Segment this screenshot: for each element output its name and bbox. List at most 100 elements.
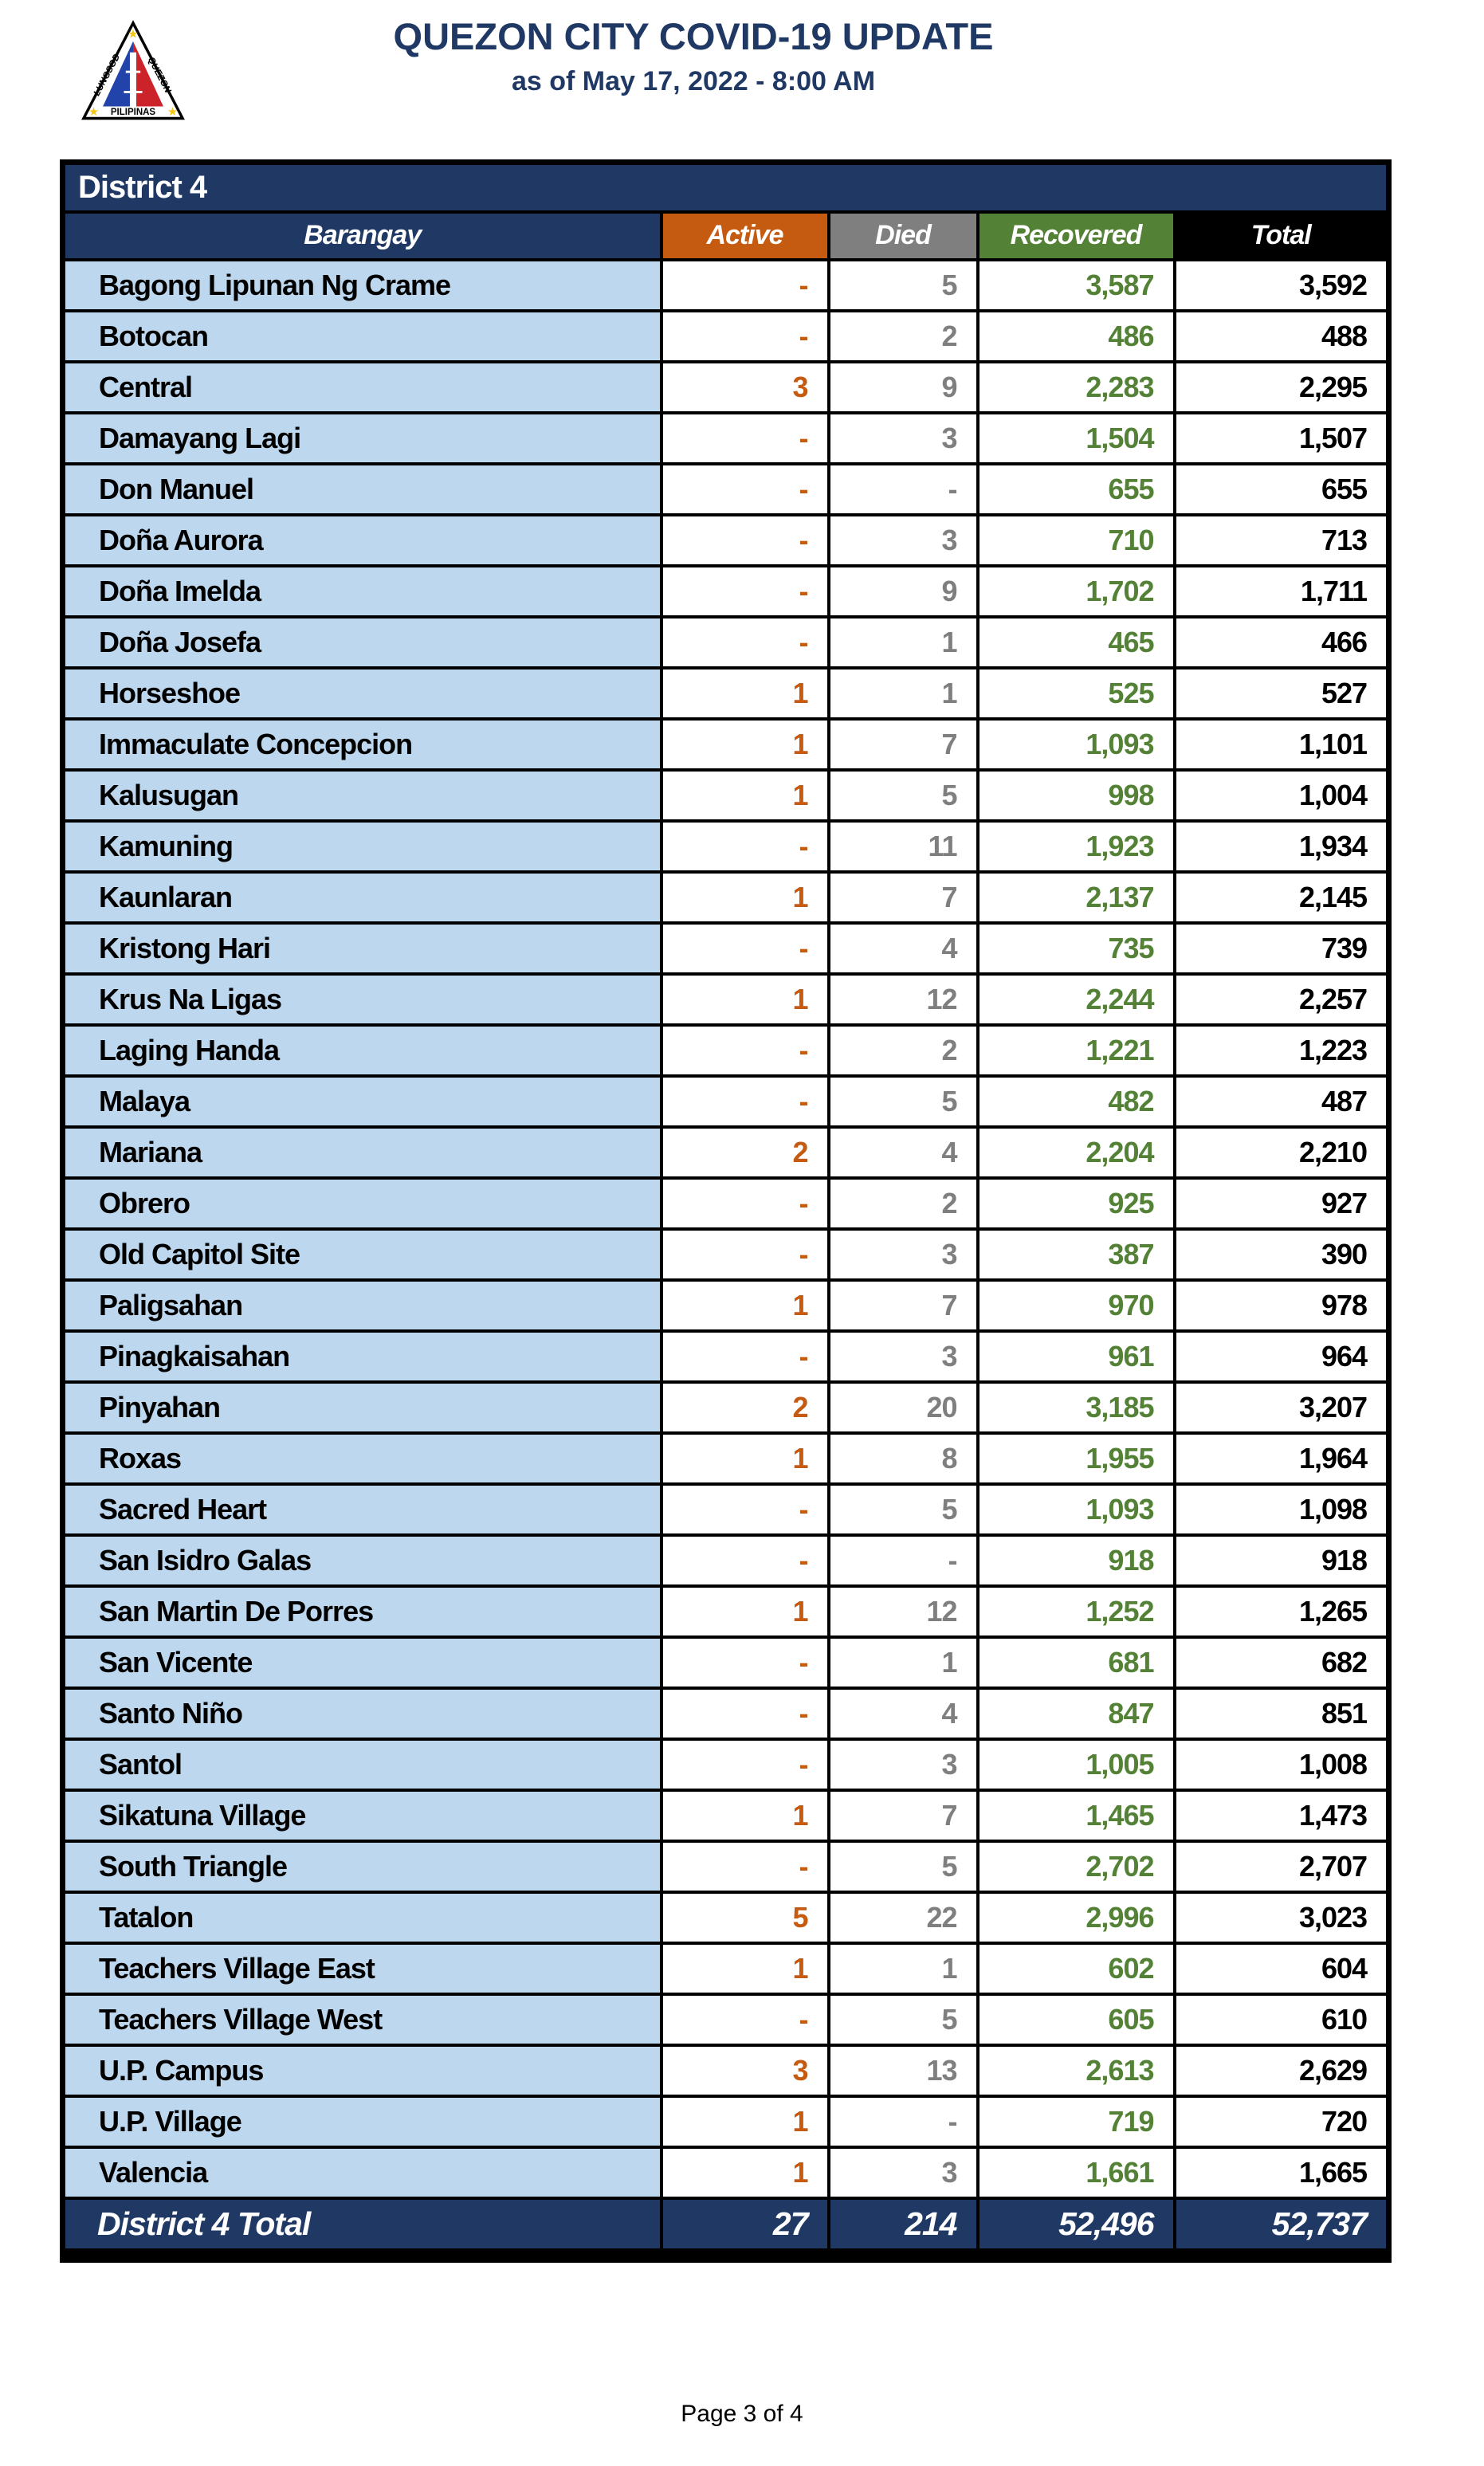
died-cell: -: [826, 461, 980, 516]
active-cell: 1: [659, 2094, 830, 2149]
recovered-cell: 1,955: [976, 1431, 1176, 1486]
active-cell: -: [659, 1737, 830, 1792]
table-body: District 4 Barangay Active Died Recovere…: [61, 160, 1391, 2257]
barangay-cell: Immaculate Concepcion: [61, 717, 663, 772]
recovered-cell: 2,204: [976, 1125, 1176, 1180]
recovered-cell: 655: [976, 461, 1176, 516]
died-cell: 3: [826, 1737, 980, 1792]
barangay-cell: Paligsahan: [61, 1278, 663, 1333]
table-row: Doña Aurora -3 710 713: [61, 512, 1391, 567]
active-cell: 1: [659, 2145, 830, 2200]
died-cell: 3: [826, 1329, 980, 1384]
active-cell: 1: [659, 768, 830, 823]
table-row: Teachers Village West -5 605 610: [61, 1992, 1391, 2047]
column-header-barangay: Barangay: [61, 210, 663, 261]
active-cell: -: [659, 1074, 830, 1129]
star-icon: ★: [128, 27, 138, 41]
died-cell: 2: [826, 1023, 980, 1078]
total-cell: 1,223: [1172, 1023, 1391, 1078]
total-cell: 720: [1172, 2094, 1391, 2149]
active-cell: 1: [659, 666, 830, 721]
died-cell: 4: [826, 1686, 980, 1741]
barangay-cell: Malaya: [61, 1074, 663, 1129]
table-row: Pinyahan 2 20 3,185 3,207: [61, 1380, 1391, 1435]
page-title: QUEZON CITY COVID-19 UPDATE: [393, 15, 994, 57]
active-cell: -: [659, 1227, 830, 1282]
active-cell: 1: [659, 1431, 830, 1486]
active-cell: -: [659, 615, 830, 670]
died-cell: 12: [826, 1584, 980, 1639]
barangay-cell: Doña Aurora: [61, 512, 663, 567]
total-row-active: 27: [659, 2196, 830, 2257]
total-row-label: District 4 Total: [61, 2196, 663, 2257]
died-cell: 2: [826, 1176, 980, 1231]
barangay-cell: Doña Josefa: [61, 615, 663, 670]
recovered-cell: 719: [976, 2094, 1176, 2149]
barangay-cell: Santo Niño: [61, 1686, 663, 1741]
barangay-cell: Roxas: [61, 1431, 663, 1486]
recovered-cell: 1,093: [976, 1482, 1176, 1537]
table-row: Sacred Heart -5 1,093 1,098: [61, 1482, 1391, 1537]
total-cell: 3,207: [1172, 1380, 1391, 1435]
barangay-cell: San Martin De Porres: [61, 1584, 663, 1639]
table-row: Botocan -2 486 488: [61, 308, 1391, 363]
table-row: Damayang Lagi -3 1,504 1,507: [61, 410, 1391, 465]
active-cell: -: [659, 563, 830, 618]
barangay-cell: Don Manuel: [61, 461, 663, 516]
total-cell: 604: [1172, 1941, 1391, 1996]
table-row: Roxas 1 8 1,955 1,964: [61, 1431, 1391, 1486]
total-cell: 1,008: [1172, 1737, 1391, 1792]
column-header-row: Barangay Active Died Recovered Total: [61, 210, 1391, 261]
died-cell: 8: [826, 1431, 980, 1486]
active-cell: 1: [659, 1788, 830, 1843]
died-cell: 5: [826, 768, 980, 823]
died-cell: 5: [826, 1992, 980, 2047]
total-cell: 2,295: [1172, 359, 1391, 414]
table-row: Obrero -2 925 927: [61, 1176, 1391, 1231]
table-row: San Martin De Porres 1 12 1,252 1,265: [61, 1584, 1391, 1639]
table-row: Pinagkaisahan -3 961 964: [61, 1329, 1391, 1384]
active-cell: -: [659, 1482, 830, 1537]
active-cell: 3: [659, 2043, 830, 2098]
died-cell: 3: [826, 1227, 980, 1282]
table-row: U.P. Village 1-719 720: [61, 2094, 1391, 2149]
total-cell: 1,665: [1172, 2145, 1391, 2200]
recovered-cell: 482: [976, 1074, 1176, 1129]
table-row: Santo Niño -4 847 851: [61, 1686, 1391, 1741]
barangay-cell: Mariana: [61, 1125, 663, 1180]
table-row: Don Manuel - -655 655: [61, 461, 1391, 516]
died-cell: 4: [826, 921, 980, 976]
recovered-cell: 3,185: [976, 1380, 1176, 1435]
barangay-cell: Obrero: [61, 1176, 663, 1231]
total-cell: 964: [1172, 1329, 1391, 1384]
report-header: QUEZON CITY COVID-19 UPDATE as of May 17…: [0, 14, 1387, 97]
active-cell: -: [659, 410, 830, 465]
barangay-cell: Botocan: [61, 308, 663, 363]
active-cell: -: [659, 921, 830, 976]
recovered-cell: 525: [976, 666, 1176, 721]
died-cell: 5: [826, 257, 980, 312]
total-cell: 487: [1172, 1074, 1391, 1129]
died-cell: 7: [826, 870, 980, 925]
table-row: Central 3 9 2,283 2,295: [61, 359, 1391, 414]
barangay-cell: Valencia: [61, 2145, 663, 2200]
recovered-cell: 970: [976, 1278, 1176, 1333]
total-cell: 527: [1172, 666, 1391, 721]
died-cell: 1: [826, 1635, 980, 1690]
active-cell: -: [659, 1686, 830, 1741]
barangay-cell: Central: [61, 359, 663, 414]
recovered-cell: 602: [976, 1941, 1176, 1996]
died-cell: 9: [826, 563, 980, 618]
died-cell: 7: [826, 1788, 980, 1843]
barangay-cell: Old Capitol Site: [61, 1227, 663, 1282]
died-cell: 3: [826, 410, 980, 465]
recovered-cell: 2,613: [976, 2043, 1176, 2098]
column-header-recovered: Recovered: [976, 210, 1176, 261]
district-label: District 4: [61, 160, 1391, 214]
covid-table: District 4 Barangay Active Died Recovere…: [60, 159, 1392, 2263]
active-cell: 1: [659, 1584, 830, 1639]
barangay-cell: Damayang Lagi: [61, 410, 663, 465]
barangay-cell: Pinyahan: [61, 1380, 663, 1435]
barangay-cell: Krus Na Ligas: [61, 972, 663, 1027]
active-cell: 1: [659, 972, 830, 1027]
